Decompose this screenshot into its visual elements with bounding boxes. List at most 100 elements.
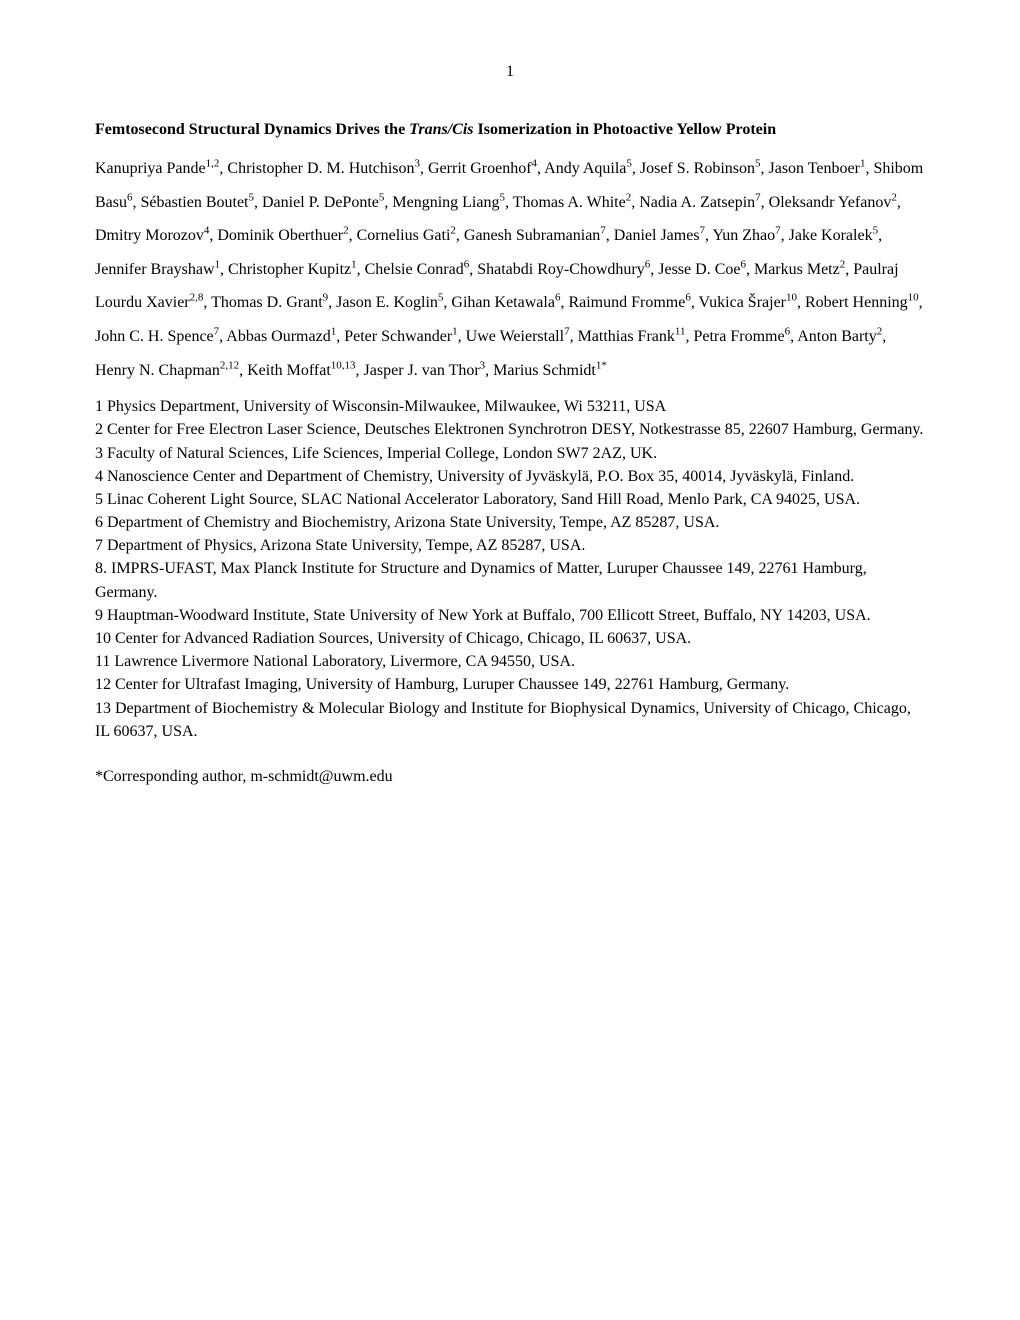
author-affiliation-sup: 1 bbox=[351, 258, 357, 270]
author-name: Ganesh Subramanian bbox=[464, 227, 600, 244]
author-name: Christopher Kupitz bbox=[228, 261, 351, 278]
affiliation-line: 7 Department of Physics, Arizona State U… bbox=[95, 534, 925, 557]
affiliation-line: 4 Nanoscience Center and Department of C… bbox=[95, 465, 925, 488]
affiliation-line: 12 Center for Ultrafast Imaging, Univers… bbox=[95, 673, 925, 696]
author-name: Jason Tenboer bbox=[768, 160, 859, 177]
author-affiliation-sup: 7 bbox=[600, 225, 606, 237]
author-affiliation-sup: 7 bbox=[700, 225, 706, 237]
corresponding-author: *Corresponding author, m-schmidt@uwm.edu bbox=[95, 765, 925, 789]
author-name: Sébastien Boutet bbox=[141, 194, 249, 211]
affiliation-line: 9 Hauptman-Woodward Institute, State Uni… bbox=[95, 604, 925, 627]
author-name: Raimund Fromme bbox=[568, 294, 685, 311]
affiliation-line: 13 Department of Biochemistry & Molecula… bbox=[95, 697, 925, 743]
author-affiliation-sup: 5 bbox=[248, 191, 254, 203]
title-part1: Femtosecond Structural Dynamics Drives t… bbox=[95, 121, 409, 138]
author-affiliation-sup: 6 bbox=[740, 258, 746, 270]
author-name: John C. H. Spence bbox=[95, 328, 214, 345]
author-affiliation-sup: 2 bbox=[343, 225, 349, 237]
authors-block: Kanupriya Pande1,2, Christopher D. M. Hu… bbox=[95, 152, 925, 387]
author-name: Jesse D. Coe bbox=[658, 261, 740, 278]
author-name: Keith Moffat bbox=[247, 362, 331, 379]
author-name: Thomas A. White bbox=[513, 194, 626, 211]
author-name: Henry N. Chapman bbox=[95, 362, 220, 379]
author-name: Peter Schwander bbox=[344, 328, 452, 345]
author-name: Vukica Šrajer bbox=[699, 294, 786, 311]
author-name: Shatabdi Roy-Chowdhury bbox=[477, 261, 645, 278]
title-part2: Isomerization in Photoactive Yellow Prot… bbox=[474, 121, 777, 138]
author-affiliation-sup: 5 bbox=[438, 292, 444, 304]
author-affiliation-sup: 1 bbox=[452, 326, 458, 338]
author-affiliation-sup: 7 bbox=[755, 191, 761, 203]
author-affiliation-sup: 2 bbox=[891, 191, 897, 203]
author-affiliation-sup: 2 bbox=[840, 258, 846, 270]
author-name: Jason E. Koglin bbox=[336, 294, 438, 311]
author-affiliation-sup: 5 bbox=[873, 225, 879, 237]
author-affiliation-sup: 2 bbox=[626, 191, 632, 203]
author-name: Daniel James bbox=[614, 227, 700, 244]
affiliation-line: 2 Center for Free Electron Laser Science… bbox=[95, 418, 925, 441]
author-affiliation-sup: 2 bbox=[877, 326, 883, 338]
author-affiliation-sup: 10 bbox=[908, 292, 919, 304]
author-name: Mengning Liang bbox=[392, 194, 499, 211]
author-affiliation-sup: 10,13 bbox=[331, 359, 356, 371]
author-affiliation-sup: 2 bbox=[450, 225, 456, 237]
author-affiliation-sup: 5 bbox=[499, 191, 505, 203]
author-affiliation-sup: 5 bbox=[755, 158, 761, 170]
author-name: Anton Barty bbox=[797, 328, 877, 345]
author-name: Gerrit Groenhof bbox=[428, 160, 532, 177]
author-name: Christopher D. M. Hutchison bbox=[227, 160, 414, 177]
author-affiliation-sup: 5 bbox=[379, 191, 385, 203]
author-name: Oleksandr Yefanov bbox=[769, 194, 892, 211]
author-affiliation-sup: 3 bbox=[480, 359, 486, 371]
affiliation-line: 8. IMPRS-UFAST, Max Planck Institute for… bbox=[95, 557, 925, 603]
author-affiliation-sup: 2,12 bbox=[220, 359, 239, 371]
author-name: Abbas Ourmazd bbox=[226, 328, 330, 345]
author-affiliation-sup: 11 bbox=[675, 326, 686, 338]
author-affiliation-sup: 6 bbox=[127, 191, 133, 203]
author-name: Jasper J. van Thor bbox=[364, 362, 480, 379]
author-affiliation-sup: 1 bbox=[215, 258, 221, 270]
author-affiliation-sup: 6 bbox=[785, 326, 791, 338]
affiliation-line: 1 Physics Department, University of Wisc… bbox=[95, 395, 925, 418]
author-affiliation-sup: 6 bbox=[464, 258, 470, 270]
author-affiliation-sup: 7 bbox=[775, 225, 781, 237]
author-affiliation-sup: 7 bbox=[564, 326, 570, 338]
affiliation-line: 10 Center for Advanced Radiation Sources… bbox=[95, 627, 925, 650]
author-affiliation-sup: 4 bbox=[204, 225, 210, 237]
author-affiliation-sup: 1,2 bbox=[206, 158, 220, 170]
author-affiliation-sup: 2,8 bbox=[190, 292, 204, 304]
author-name: Kanupriya Pande bbox=[95, 160, 206, 177]
affiliation-line: 11 Lawrence Livermore National Laborator… bbox=[95, 650, 925, 673]
affiliations-block: 1 Physics Department, University of Wisc… bbox=[95, 395, 925, 743]
author-name: Andy Aquila bbox=[544, 160, 626, 177]
affiliation-line: 6 Department of Chemistry and Biochemist… bbox=[95, 511, 925, 534]
author-name: Dmitry Morozov bbox=[95, 227, 204, 244]
author-affiliation-sup: 6 bbox=[555, 292, 561, 304]
author-name: Chelsie Conrad bbox=[365, 261, 464, 278]
author-name: Matthias Frank bbox=[578, 328, 675, 345]
author-name: Thomas D. Grant bbox=[211, 294, 323, 311]
author-affiliation-sup: 7 bbox=[214, 326, 220, 338]
author-affiliation-sup: 10 bbox=[786, 292, 797, 304]
author-name: Dominik Oberthuer bbox=[217, 227, 343, 244]
author-affiliation-sup: 1* bbox=[596, 359, 607, 371]
author-name: Jennifer Brayshaw bbox=[95, 261, 215, 278]
author-name: Gihan Ketawala bbox=[451, 294, 555, 311]
author-affiliation-sup: 1 bbox=[331, 326, 337, 338]
paper-title: Femtosecond Structural Dynamics Drives t… bbox=[95, 114, 925, 146]
author-affiliation-sup: 3 bbox=[415, 158, 421, 170]
author-affiliation-sup: 6 bbox=[685, 292, 691, 304]
title-italic: Trans/Cis bbox=[409, 121, 473, 138]
author-name: Robert Henning bbox=[805, 294, 908, 311]
author-affiliation-sup: 5 bbox=[626, 158, 632, 170]
author-name: Jake Koralek bbox=[789, 227, 873, 244]
author-name: Marius Schmidt bbox=[493, 362, 596, 379]
author-name: Nadia A. Zatsepin bbox=[639, 194, 755, 211]
author-name: Markus Metz bbox=[754, 261, 840, 278]
author-affiliation-sup: 6 bbox=[645, 258, 651, 270]
author-name: Josef S. Robinson bbox=[640, 160, 755, 177]
affiliation-line: 5 Linac Coherent Light Source, SLAC Nati… bbox=[95, 488, 925, 511]
author-name: Petra Fromme bbox=[693, 328, 784, 345]
page-number: 1 bbox=[95, 60, 925, 84]
author-name: Uwe Weierstall bbox=[466, 328, 564, 345]
